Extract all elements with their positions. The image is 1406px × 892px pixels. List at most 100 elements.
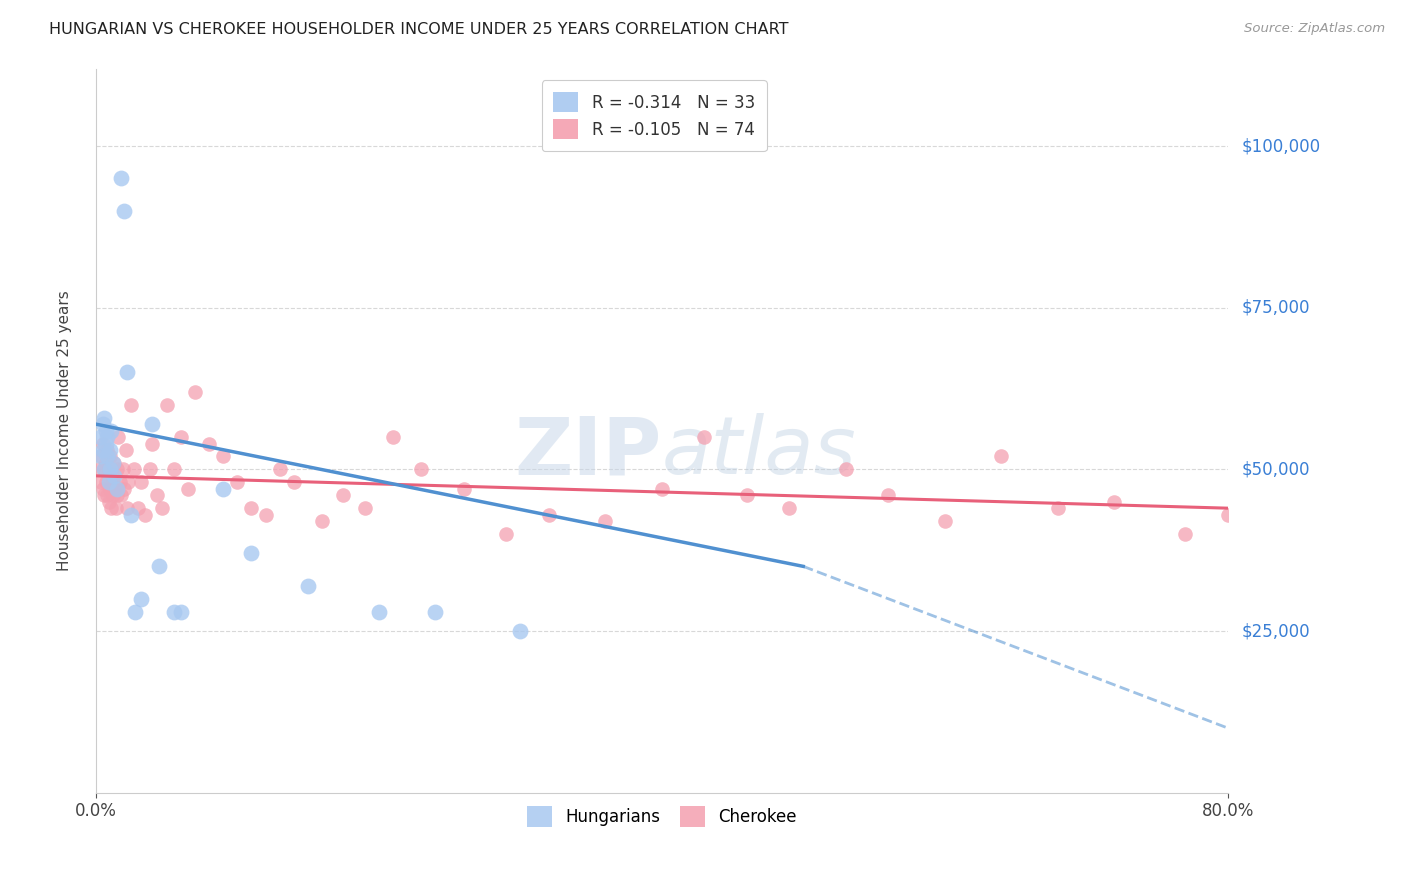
Point (94, 456, 117, 470)
Point (97, 462, 120, 476)
Point (97, 475, 120, 490)
Point (129, 591, 152, 606)
Point (425, 605, 447, 619)
Point (122, 462, 145, 476)
Point (96, 442, 118, 457)
Point (93, 462, 115, 476)
Point (495, 527, 517, 541)
Point (93, 462, 115, 476)
Point (778, 501, 800, 516)
Point (112, 203, 135, 218)
Point (110, 488, 132, 502)
Text: Source: ZipAtlas.com: Source: ZipAtlas.com (1244, 22, 1385, 36)
Point (103, 468, 125, 483)
Point (112, 482, 135, 496)
Point (94, 475, 117, 490)
Point (184, 384, 207, 399)
Point (651, 482, 673, 496)
Point (91, 482, 114, 496)
Point (115, 365, 138, 379)
Point (110, 171, 132, 186)
Point (108, 475, 131, 490)
Point (100, 501, 122, 516)
Point (367, 605, 389, 619)
Point (138, 462, 160, 476)
Point (1104, 494, 1126, 508)
Point (96, 430, 118, 444)
Point (170, 605, 193, 619)
Point (453, 482, 475, 496)
Point (91, 417, 114, 431)
Point (98, 442, 121, 457)
Point (101, 456, 124, 470)
Point (94, 436, 117, 450)
Point (129, 475, 152, 490)
Point (411, 462, 433, 476)
Y-axis label: Householder Income Under 25 years: Householder Income Under 25 years (58, 290, 72, 571)
Point (90, 475, 112, 490)
Point (934, 514, 956, 528)
Point (115, 501, 138, 516)
Point (103, 482, 125, 496)
Point (877, 488, 900, 502)
Point (127, 501, 149, 516)
Point (177, 482, 200, 496)
Point (90, 450, 112, 464)
Point (353, 501, 375, 516)
Point (332, 488, 354, 502)
Point (155, 398, 177, 412)
Text: $100,000: $100,000 (1241, 137, 1320, 155)
Point (212, 482, 235, 496)
Point (96, 450, 118, 464)
Point (89, 462, 111, 476)
Point (198, 436, 221, 450)
Point (990, 450, 1012, 464)
Point (509, 624, 531, 638)
Point (117, 475, 139, 490)
Point (105, 482, 128, 496)
Point (1046, 501, 1069, 516)
Legend: Hungarians, Cherokee: Hungarians, Cherokee (519, 798, 806, 835)
Point (537, 508, 560, 522)
Point (162, 605, 184, 619)
Point (124, 605, 146, 619)
Point (150, 501, 173, 516)
Point (311, 514, 333, 528)
Point (145, 488, 167, 502)
Point (90, 450, 112, 464)
Point (96, 488, 118, 502)
Point (593, 514, 616, 528)
Text: $50,000: $50,000 (1241, 460, 1310, 478)
Text: HUNGARIAN VS CHEROKEE HOUSEHOLDER INCOME UNDER 25 YEARS CORRELATION CHART: HUNGARIAN VS CHEROKEE HOUSEHOLDER INCOME… (49, 22, 789, 37)
Point (105, 462, 128, 476)
Point (162, 462, 184, 476)
Point (104, 501, 127, 516)
Point (91, 442, 114, 457)
Point (1174, 527, 1197, 541)
Point (93, 410, 115, 425)
Text: atlas: atlas (662, 413, 856, 491)
Point (93, 488, 115, 502)
Point (148, 559, 170, 574)
Point (114, 442, 136, 457)
Point (269, 462, 291, 476)
Point (89, 430, 111, 444)
Point (254, 508, 277, 522)
Point (834, 462, 856, 476)
Text: ZIP: ZIP (515, 413, 662, 491)
Point (94, 424, 117, 438)
Point (134, 508, 156, 522)
Point (141, 417, 163, 431)
Point (240, 546, 263, 560)
Point (100, 424, 122, 438)
Point (240, 501, 263, 516)
Point (91, 436, 114, 450)
Point (97, 494, 120, 508)
Point (120, 398, 142, 412)
Point (98, 462, 121, 476)
Point (107, 430, 129, 444)
Point (693, 430, 716, 444)
Point (283, 475, 305, 490)
Point (111, 462, 134, 476)
Point (101, 488, 124, 502)
